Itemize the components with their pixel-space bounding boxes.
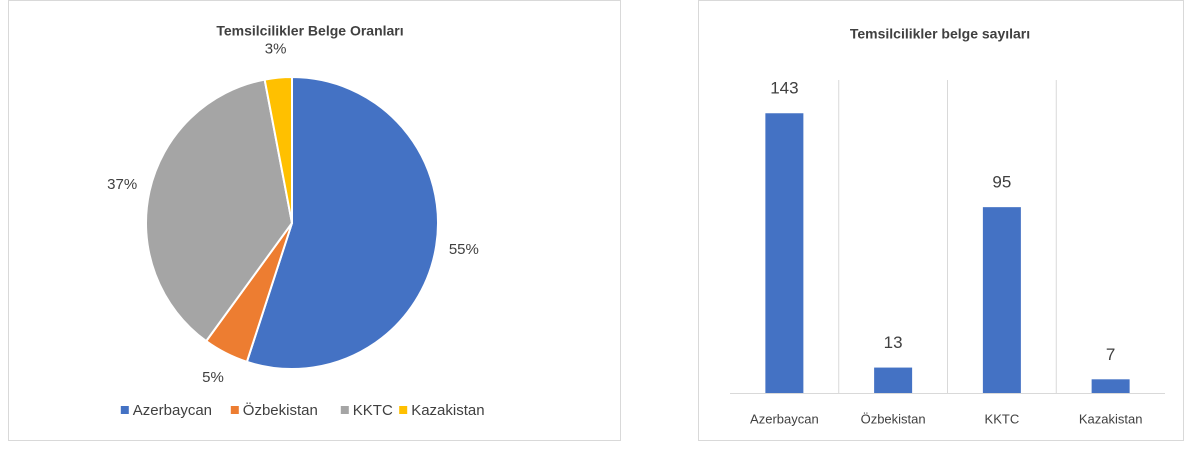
pie-slice	[245, 75, 439, 370]
data-label: 7	[1106, 345, 1115, 364]
bar	[1091, 379, 1130, 393]
x-tick-label: Özbekistan	[861, 411, 926, 426]
legend-label: Azerbaycan	[133, 402, 212, 419]
x-tick-label: KKTC	[985, 411, 1020, 426]
pie-slice	[145, 78, 294, 343]
data-label: 3%	[265, 41, 287, 58]
chart-title: Temsilcilikler Belge Oranları	[216, 23, 403, 39]
chart-title: Temsilcilikler belge sayıları	[850, 26, 1030, 42]
legend-label: KKTC	[353, 402, 393, 419]
pie-slice	[263, 75, 293, 224]
data-label: 143	[770, 79, 798, 98]
bar	[874, 367, 913, 393]
x-tick-label: Azerbaycan	[750, 411, 819, 426]
data-label: 13	[884, 333, 903, 352]
legend-swatch	[230, 406, 239, 414]
legend-label: Kazakistan	[411, 402, 484, 419]
bar	[765, 113, 804, 393]
x-tick-label: Kazakistan	[1079, 411, 1143, 426]
data-label: 37%	[107, 176, 137, 193]
bar	[982, 207, 1021, 393]
legend-swatch	[399, 406, 408, 414]
data-label: 55%	[449, 241, 479, 258]
data-label: 95	[992, 173, 1011, 192]
legend-swatch	[120, 406, 129, 414]
legend-label: Özbekistan	[243, 401, 318, 419]
legend-swatch	[340, 406, 349, 414]
data-label: 5%	[202, 369, 224, 386]
